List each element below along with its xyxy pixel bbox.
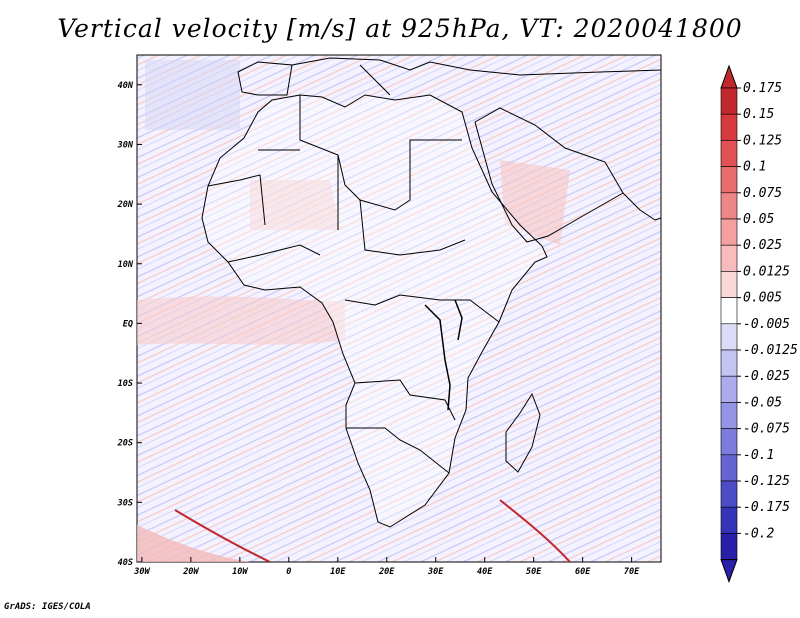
colorbar-swatch	[720, 297, 738, 325]
colorbar-swatch	[720, 349, 738, 377]
colorbar-swatch	[720, 218, 738, 246]
colorbar-label: -0.075	[743, 422, 790, 437]
colorbar-swatch	[720, 271, 738, 298]
x-tick-label: 30W	[133, 567, 150, 577]
iberia	[237, 61, 293, 96]
y-tick-label: 30S	[117, 498, 133, 508]
colorbar-swatch	[720, 113, 738, 141]
colorbar-label: 0.075	[743, 186, 782, 201]
x-tick-label: 20W	[182, 567, 199, 577]
velocity-field	[137, 60, 571, 562]
x-tick-label: 50E	[526, 567, 542, 577]
colorbar-swatch	[720, 533, 738, 560]
coastlines-borders	[201, 57, 661, 528]
x-tick-label: 10E	[330, 567, 346, 577]
colorbar-swatch	[720, 480, 738, 508]
colorbar-min-arrow	[720, 559, 738, 584]
grads-credit: GrADS: IGES/COLA	[4, 602, 91, 612]
colorbar-swatch	[720, 192, 738, 220]
colorbar-swatch	[720, 375, 738, 403]
colorbar-label: 0.125	[743, 133, 782, 148]
colorbar-swatch	[720, 428, 738, 456]
colorbar-label: 0.025	[743, 238, 782, 253]
colorbar-label: 0.175	[743, 81, 782, 96]
colorbar-swatch	[720, 506, 738, 534]
y-tick-label: 20N	[117, 200, 134, 210]
colorbar-swatch	[720, 87, 738, 115]
colorbar-max-arrow	[720, 64, 738, 89]
x-tick-label: 60E	[575, 567, 591, 577]
x-tick-label: 0	[286, 567, 291, 577]
colorbar-label: -0.05	[743, 395, 782, 410]
colorbar-swatch	[720, 244, 738, 272]
colorbar-label: -0.0125	[743, 343, 798, 358]
y-tick-label: 40N	[118, 81, 134, 91]
colorbar-label: -0.175	[743, 500, 790, 515]
colorbar-label: -0.025	[743, 369, 790, 384]
colorbar-swatch	[720, 454, 738, 482]
colorbar-label: -0.1	[743, 448, 774, 463]
colorbar-swatch	[720, 140, 738, 167]
x-tick-label: 20E	[378, 567, 395, 577]
colorbar-label: 0.15	[743, 107, 774, 122]
chart-title: Vertical velocity [m/s] at 925hPa, VT: 2…	[57, 14, 743, 43]
colorbar-label: -0.125	[743, 474, 790, 489]
colorbar-label: -0.005	[743, 317, 790, 332]
y-tick-label: 30N	[117, 140, 134, 150]
madagascar	[505, 392, 541, 473]
y-tick-label: 40S	[118, 558, 133, 568]
y-tick-label: 10N	[118, 260, 134, 270]
colorbar-label: 0.005	[743, 291, 782, 306]
europe-coast	[291, 57, 661, 76]
colorbar: 0.175 0.15 0.125 0.1 0.075 0.05 0.025 0.0125 0.0…	[720, 64, 798, 584]
x-tick-label: 10W	[232, 567, 248, 577]
y-tick-label: EQ	[123, 319, 133, 329]
colorbar-label: 0.05	[743, 212, 774, 227]
italy	[359, 64, 391, 96]
arabian-peninsula	[474, 107, 624, 243]
india-coast	[622, 192, 661, 221]
colorbar-label: -0.2	[743, 526, 774, 541]
colorbar-swatch	[720, 166, 738, 194]
colorbar-swatch	[720, 402, 738, 429]
colorbar-label: 0.1	[743, 160, 766, 175]
colorbar-label: 0.0125	[743, 264, 790, 279]
y-tick-label: 20S	[117, 439, 133, 449]
y-tick-label: 10S	[118, 379, 133, 389]
y-axis: 40N 30N 20N 10N EQ 10S 20S 30S 40S	[117, 81, 142, 568]
x-tick-label: 70E	[624, 567, 640, 577]
x-tick-label: 40E	[477, 567, 493, 577]
x-axis: 30W 20W 10W 0 10E 20E 30E 40E 50E 60E 70E	[133, 557, 640, 577]
x-tick-label: 30E	[427, 567, 444, 577]
colorbar-swatch	[720, 323, 738, 351]
